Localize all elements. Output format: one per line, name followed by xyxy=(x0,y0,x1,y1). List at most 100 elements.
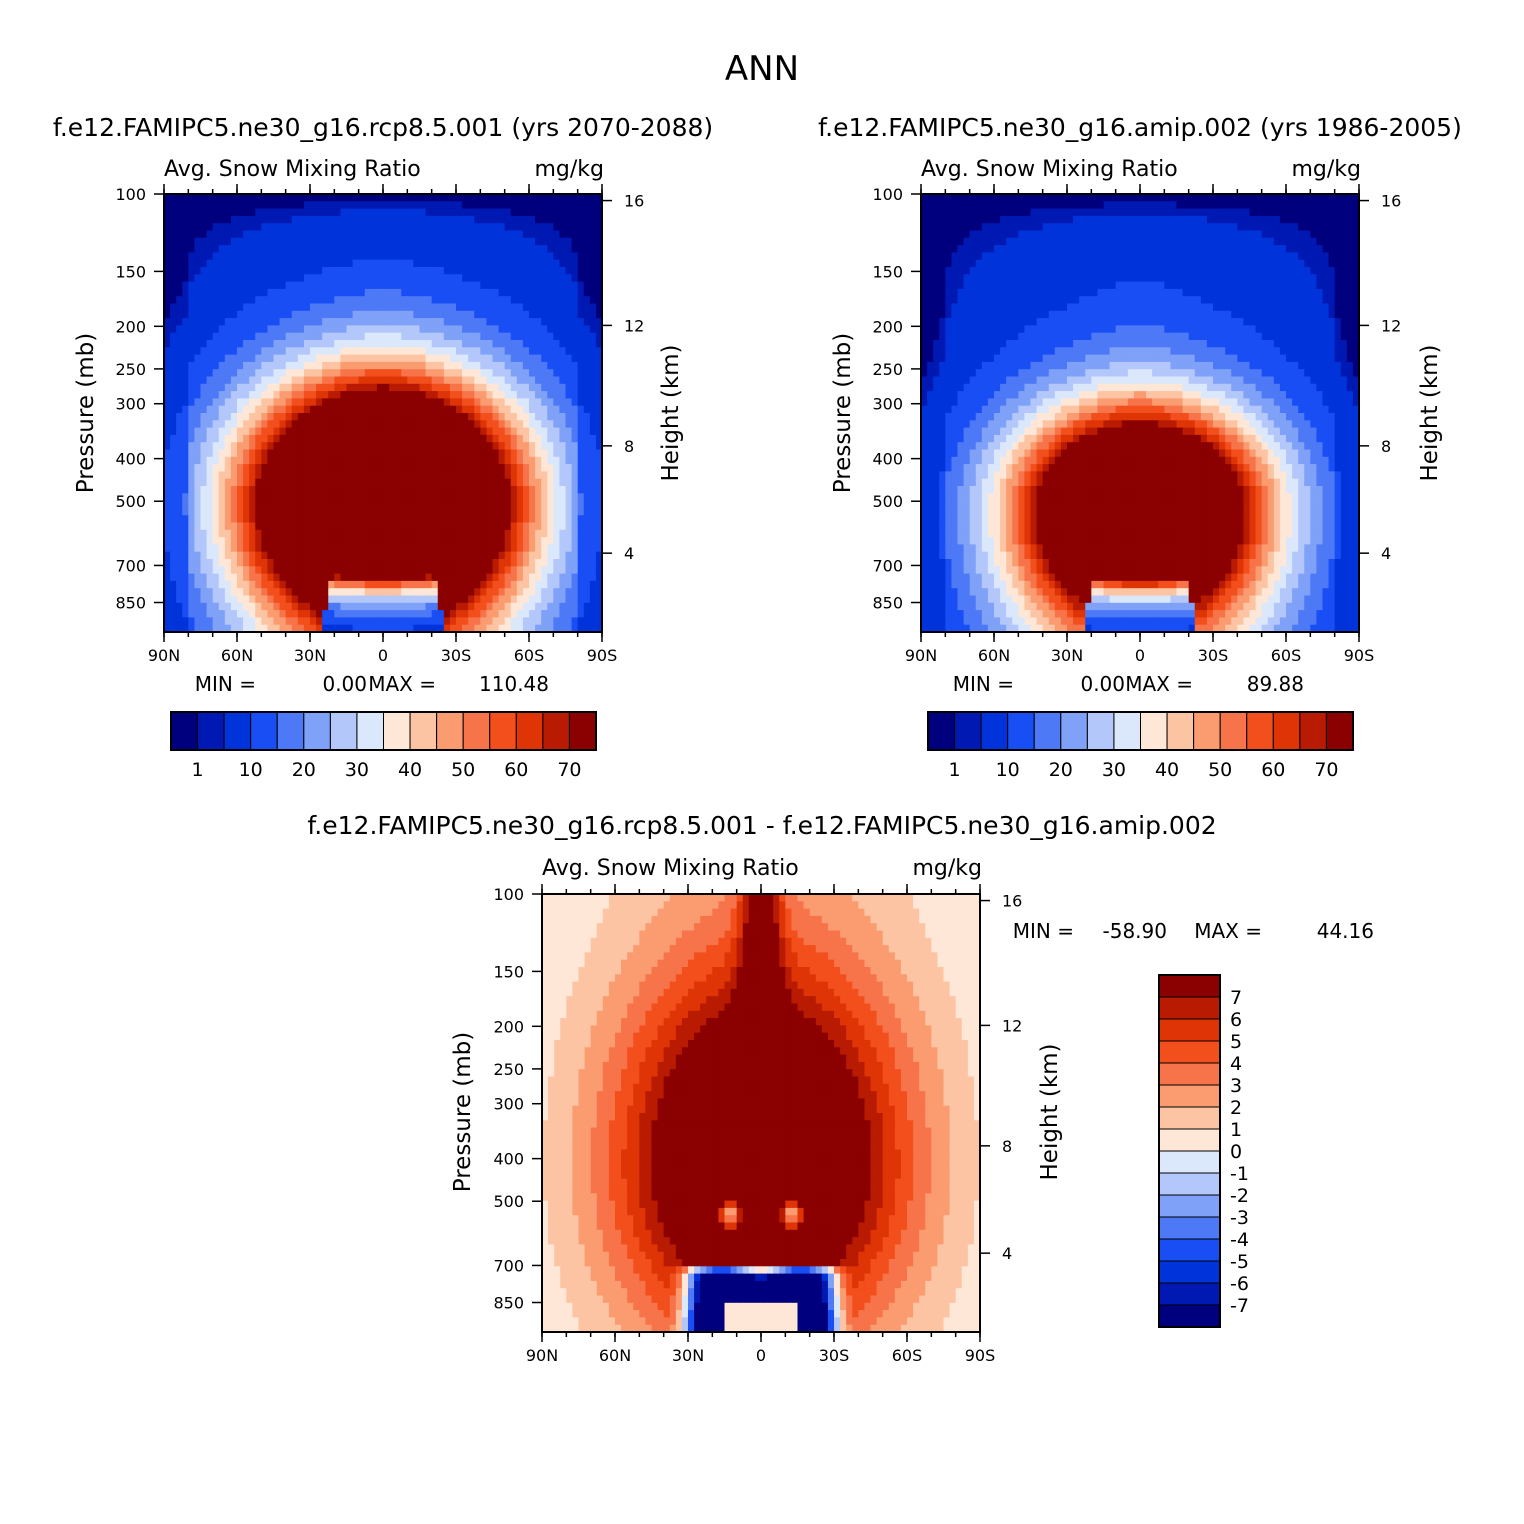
contour-cell xyxy=(322,544,329,553)
contour-cell xyxy=(431,500,439,509)
contour-cell xyxy=(583,580,591,589)
contour-cell xyxy=(200,274,208,283)
contour-cell xyxy=(218,288,226,297)
contour-cell xyxy=(273,340,281,348)
contour-cell xyxy=(492,617,500,626)
contour-cell xyxy=(468,223,475,232)
contour-cell xyxy=(395,354,402,363)
contour-cell xyxy=(559,237,567,246)
contour-cell xyxy=(981,194,989,202)
contour-cell xyxy=(486,413,494,421)
contour-cell xyxy=(462,537,469,545)
contour-cell xyxy=(553,624,561,633)
contour-cell xyxy=(218,595,226,604)
contour-cell xyxy=(1267,194,1275,202)
contour-cell xyxy=(529,267,536,275)
x-tick-label: 90N xyxy=(148,646,180,665)
contour-cell xyxy=(462,573,469,582)
contour-cell xyxy=(492,449,500,458)
contour-cell xyxy=(230,194,238,202)
contour-cell xyxy=(1006,208,1013,217)
contour-cell xyxy=(303,223,311,232)
contour-cell xyxy=(595,318,603,326)
contour-cell xyxy=(206,529,214,538)
contour-cell xyxy=(407,624,415,633)
contour-cell xyxy=(522,274,530,283)
contour-cell xyxy=(310,318,317,326)
contour-cell xyxy=(559,296,567,305)
contour-cell xyxy=(389,208,396,217)
contour-cell xyxy=(170,471,177,480)
contour-cell xyxy=(547,442,554,451)
contour-cell xyxy=(243,478,250,487)
contour-cell xyxy=(346,252,354,261)
contour-cell xyxy=(462,310,469,319)
contour-cell xyxy=(389,537,396,545)
contour-cell xyxy=(529,201,536,210)
contour-cell xyxy=(383,296,390,305)
contour-cell xyxy=(407,507,415,516)
contour-cell xyxy=(291,318,299,326)
contour-cell xyxy=(401,267,408,275)
contour-cell xyxy=(456,434,463,443)
contour-cell xyxy=(255,237,262,246)
contour-cell xyxy=(224,274,232,283)
contour-cell xyxy=(218,252,226,261)
contour-cell xyxy=(407,617,415,626)
contour-cell xyxy=(370,354,378,363)
contour-cell xyxy=(297,347,305,356)
contour-cell xyxy=(565,318,573,326)
contour-cell xyxy=(303,383,311,392)
contour-cell xyxy=(486,340,494,348)
contour-cell xyxy=(425,208,433,217)
contour-cell xyxy=(303,486,311,494)
contour-cell xyxy=(565,325,573,334)
contour-cell xyxy=(504,361,512,370)
contour-cell xyxy=(431,230,439,239)
contour-cell xyxy=(297,208,305,217)
contour-cell xyxy=(522,464,530,472)
contour-cell xyxy=(170,383,177,392)
contour-cell xyxy=(443,347,451,356)
contour-cell xyxy=(425,340,433,348)
contour-cell xyxy=(419,529,427,538)
contour-cell xyxy=(352,398,360,407)
contour-cell xyxy=(559,427,567,436)
contour-cell xyxy=(273,215,281,224)
contour-cell xyxy=(316,259,323,268)
contour-cell xyxy=(437,602,445,611)
contour-cell xyxy=(176,332,183,341)
contour-cell xyxy=(1346,215,1354,224)
contour-cell xyxy=(462,215,469,224)
contour-cell xyxy=(346,215,354,224)
contour-cell xyxy=(492,194,500,202)
contour-cell xyxy=(468,383,475,392)
contour-cell xyxy=(370,551,378,560)
contour-cell xyxy=(456,559,463,567)
contour-cell xyxy=(255,427,262,436)
contour-cell xyxy=(583,340,591,348)
contour-cell xyxy=(334,507,342,516)
contour-cell xyxy=(553,442,561,451)
contour-cell xyxy=(212,303,220,312)
contour-cell xyxy=(571,434,579,443)
contour-cell xyxy=(255,281,262,290)
contour-cell xyxy=(212,376,220,385)
contour-cell xyxy=(194,208,202,217)
contour-cell xyxy=(364,288,372,297)
contour-cell xyxy=(334,456,342,465)
contour-cell xyxy=(364,420,372,429)
contour-cell xyxy=(577,442,585,451)
contour-cell xyxy=(346,595,354,604)
contour-cell xyxy=(522,376,530,385)
contour-cell xyxy=(273,551,281,560)
contour-cell xyxy=(297,215,305,224)
contour-cell xyxy=(1079,237,1086,246)
contour-cell xyxy=(364,602,372,611)
contour-cell xyxy=(994,208,1001,217)
contour-cell xyxy=(1328,215,1336,224)
contour-cell xyxy=(389,310,396,319)
contour-cell xyxy=(486,201,494,210)
contour-cell xyxy=(267,595,275,604)
contour-cell xyxy=(1000,245,1007,253)
